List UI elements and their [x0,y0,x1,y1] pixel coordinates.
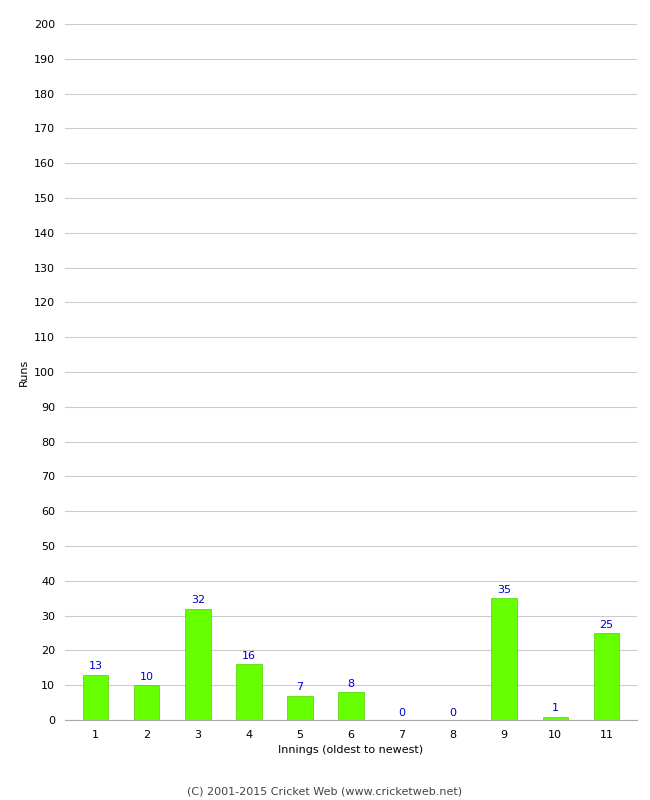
Text: 10: 10 [140,672,153,682]
Bar [236,664,261,720]
Text: 8: 8 [348,678,354,689]
Bar [287,696,313,720]
Text: 35: 35 [497,585,511,594]
Text: (C) 2001-2015 Cricket Web (www.cricketweb.net): (C) 2001-2015 Cricket Web (www.cricketwe… [187,786,463,796]
Bar [593,633,619,720]
Bar [491,598,517,720]
Text: 0: 0 [398,708,406,718]
Bar [543,717,568,720]
Bar [185,609,211,720]
Text: 13: 13 [88,662,103,671]
Bar [83,674,109,720]
Text: 7: 7 [296,682,304,692]
Bar [338,692,364,720]
X-axis label: Innings (oldest to newest): Innings (oldest to newest) [278,746,424,755]
Bar [134,685,159,720]
Text: 1: 1 [552,703,559,713]
Text: 25: 25 [599,619,614,630]
Y-axis label: Runs: Runs [19,358,29,386]
Text: 0: 0 [450,708,457,718]
Text: 32: 32 [190,595,205,605]
Text: 16: 16 [242,651,256,661]
